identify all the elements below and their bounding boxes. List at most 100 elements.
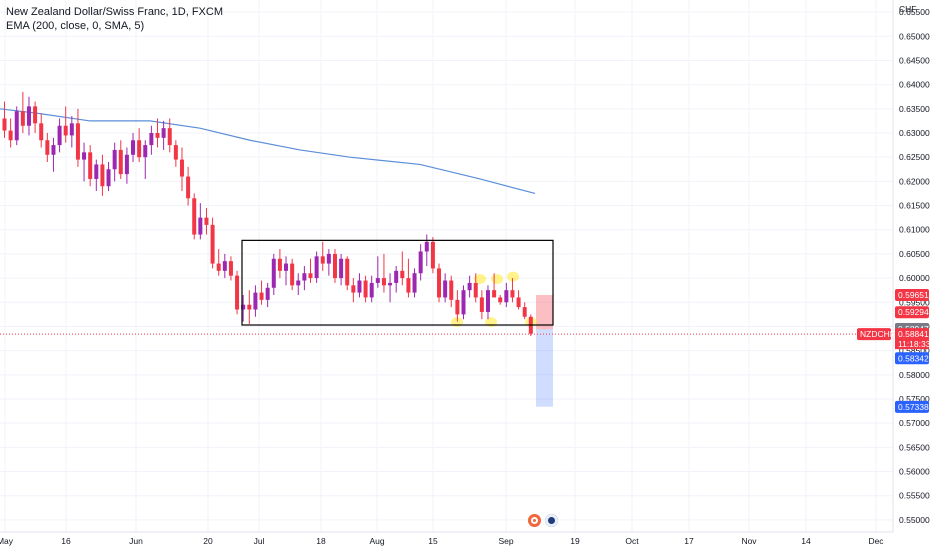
highlight-marker (507, 271, 519, 282)
candle-body (339, 258, 344, 279)
symbol-tag-label: NZDCHF (860, 329, 895, 339)
axis-currency-label: CHF (899, 4, 916, 14)
price-tick-label: 0.58000 (899, 370, 930, 380)
time-tick-label: 18 (316, 536, 326, 546)
price-tick-label: 0.65500 (899, 7, 930, 17)
candle-body (33, 106, 38, 124)
price-tick-label: 0.58500 (899, 346, 930, 356)
candle-body (424, 241, 429, 252)
price-tick-label: 0.56500 (899, 442, 930, 452)
candle-body (143, 145, 148, 158)
time-tick-label: Nov (741, 536, 757, 546)
candle-body (363, 280, 368, 298)
plus-badge-icon[interactable] (528, 514, 541, 527)
price-tick-label: 0.63000 (899, 128, 930, 138)
candle-body (406, 278, 411, 293)
highlight-marker (474, 274, 486, 285)
candle-body (345, 258, 350, 286)
candle-body (26, 106, 31, 126)
price-tick-label: 0.55500 (899, 491, 930, 501)
candle-body (430, 241, 435, 269)
candle-body (45, 140, 50, 155)
price-tag: 0.58841 (895, 328, 929, 341)
price-tick-label: 0.57000 (899, 418, 930, 428)
candle-body (20, 111, 25, 126)
candle-body (394, 270, 399, 283)
price-tick-label: 0.60500 (899, 249, 930, 259)
range-box (241, 239, 554, 326)
ema-indicator-label: EMA (200, close, 0, SMA, 5) (6, 20, 145, 32)
candle-body (443, 280, 448, 298)
candle-body (271, 258, 276, 288)
time-tick-label: Oct (625, 536, 639, 546)
time-tick-label: 16 (61, 536, 71, 546)
candle-body (265, 287, 270, 300)
candle-body (418, 251, 423, 274)
candle-body (332, 253, 337, 279)
candle-body (253, 292, 258, 310)
candle-body (522, 307, 527, 317)
price-tag-label: 0.58342 (898, 353, 929, 363)
candle-body (88, 152, 93, 179)
candle-body (186, 176, 191, 199)
candle-body (235, 275, 240, 310)
candle-body (75, 123, 80, 160)
candle-body (155, 133, 160, 138)
candle-body (100, 164, 105, 187)
candle-body (381, 278, 386, 286)
candle-body (2, 118, 7, 131)
price-tick-label: 0.64500 (899, 55, 930, 65)
candle-body (8, 130, 13, 141)
candle-body (112, 149, 117, 170)
ema-line (0, 108, 536, 195)
candle-body (39, 123, 44, 141)
candle-body (290, 263, 295, 286)
candle-body (216, 263, 221, 271)
candle-body (277, 258, 282, 271)
candle-body (198, 217, 203, 235)
candle-body (149, 133, 154, 146)
time-tick-label: 19 (570, 536, 580, 546)
price-tick-label: 0.63500 (899, 104, 930, 114)
highlight-marker (491, 274, 503, 285)
symbol-title: New Zealand Dollar/Swiss Franc, 1D, FXCM (6, 6, 224, 18)
price-tick-label: 0.59500 (899, 297, 930, 307)
candle-body (467, 282, 472, 291)
candle-body (351, 285, 356, 293)
price-tag-bg (895, 328, 929, 341)
candle-body (473, 282, 478, 298)
price-tag: 0.59651 (895, 288, 929, 301)
candle-body (161, 128, 166, 138)
stop-loss-zone (536, 295, 553, 330)
candle-body (222, 261, 227, 271)
candle-body (241, 304, 246, 310)
flag-badge-icon[interactable] (545, 514, 558, 527)
candle-body (412, 273, 417, 293)
price-tick-label: 0.57500 (899, 394, 930, 404)
candle-body (179, 159, 184, 177)
countdown-tag: 11:18:33 (895, 339, 931, 350)
candle-body (492, 290, 497, 298)
candle-body (449, 280, 454, 300)
price-tick-label: 0.64000 (899, 80, 930, 90)
candle-body (82, 152, 87, 160)
candle-body (204, 217, 209, 225)
take-profit-zone (536, 329, 553, 407)
candle-body (284, 263, 289, 271)
price-tick-label: 0.60000 (899, 273, 930, 283)
candle-body (375, 278, 380, 283)
candle-body (498, 297, 503, 303)
candle-body (69, 123, 74, 136)
price-tag-label: 0.59651 (898, 290, 929, 300)
time-tick-label: Sep (498, 536, 513, 546)
candle-body (388, 282, 393, 286)
candle-body (137, 140, 142, 158)
price-tick-label: 0.62000 (899, 176, 930, 186)
bottom-icons (528, 514, 558, 527)
price-tag-label: 0.57338 (898, 402, 929, 412)
time-tick-label: Dec (868, 536, 884, 546)
grid-lines (0, 0, 893, 532)
time-tick-label: Jun (129, 536, 143, 546)
candle-body (308, 273, 313, 279)
